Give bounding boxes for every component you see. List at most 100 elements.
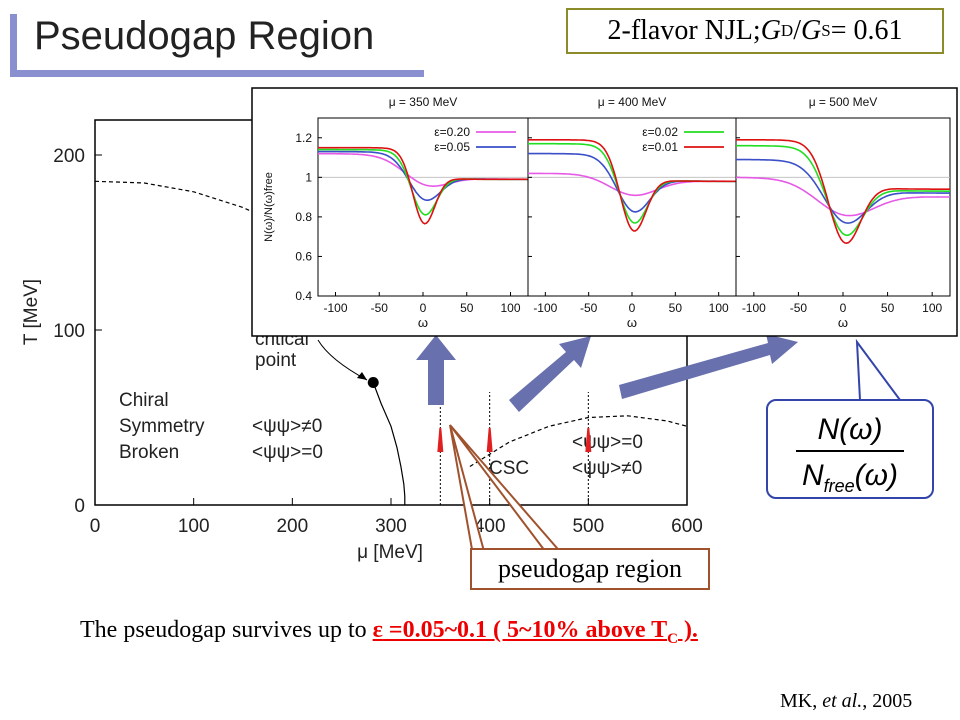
legend-label: ε=0.20 xyxy=(434,125,470,139)
spectral-curve xyxy=(736,139,950,245)
chiral-region-label: Broken xyxy=(119,442,179,463)
spectral-panel-title: μ = 350 MeV xyxy=(389,95,458,109)
csc-chiral-condensate-label: <ψψ>=0 xyxy=(572,432,643,453)
phase-ylabel: T [MeV] xyxy=(21,279,42,345)
phase-xtick-label: 200 xyxy=(276,516,308,537)
legend-label: ε=0.05 xyxy=(434,140,470,154)
title-accent-bar-vertical xyxy=(10,14,17,76)
diagonal-arrow-500 xyxy=(619,334,798,399)
phase-boundary-first-order xyxy=(372,382,406,505)
csc-diquark-condensate-label: <ψψ>≠0 xyxy=(572,458,642,479)
spectral-xtick-label: 50 xyxy=(881,301,895,315)
spectral-curve xyxy=(528,139,736,232)
phase-boundary-dashed xyxy=(469,415,688,468)
phase-ytick-label: 100 xyxy=(53,321,85,342)
model-g1: G xyxy=(760,15,781,46)
spectral-xtick-label: -50 xyxy=(790,301,808,315)
spectral-ylabel: N(ω)/N(ω)free xyxy=(263,172,275,242)
ratio-formula-box: N(ω) Nfree(ω) xyxy=(766,399,934,499)
spectral-xlabel: ω xyxy=(838,315,848,330)
spectral-xtick-label: -50 xyxy=(371,301,389,315)
spectral-xtick-label: -100 xyxy=(533,301,557,315)
spectral-panel-title: μ = 500 MeV xyxy=(809,95,878,109)
footer-hl-end: ). xyxy=(677,617,698,643)
spectral-curve xyxy=(736,176,950,217)
spectral-xtick-label: 50 xyxy=(460,301,474,315)
spectral-ytick-label: 0.6 xyxy=(295,249,312,263)
spectral-xtick-label: 0 xyxy=(840,301,847,315)
critical-point-marker xyxy=(367,377,379,388)
critical-point-pointer-head xyxy=(357,372,367,380)
chiral-condensate-label: <ψψ>≠0 xyxy=(252,416,322,437)
citation-year: , 2005 xyxy=(862,690,913,712)
critical-point-pointer xyxy=(317,339,368,381)
spectral-xlabel: ω xyxy=(627,315,637,330)
critical-point-label: point xyxy=(255,350,297,371)
phase-xtick-label: 600 xyxy=(671,516,703,537)
model-prefix: 2-flavor NJL; xyxy=(607,15,761,46)
model-slash: / xyxy=(793,15,801,46)
phase-xtick-label: 0 xyxy=(90,516,101,537)
spectral-xtick-label: 0 xyxy=(629,301,636,315)
phase-xtick-label: 400 xyxy=(474,516,506,537)
den-rest: (ω) xyxy=(855,459,898,492)
phase-xtick-label: 100 xyxy=(178,516,210,537)
phase-boundary-dashed xyxy=(94,180,362,280)
spectral-xtick-label: 50 xyxy=(669,301,683,315)
footer-hl-main: =0.05~0.1 ( 5~10% above T xyxy=(382,617,668,643)
phase-ytick-label: 200 xyxy=(53,146,85,167)
mu-marker-spike xyxy=(585,428,592,452)
diquark-condensate-label: <ψψ>=0 xyxy=(252,442,323,463)
footer-highlight: ε =0.05~0.1 ( 5~10% above TC ). xyxy=(372,617,698,647)
spectral-xtick-label: 100 xyxy=(500,301,520,315)
spectral-curve xyxy=(736,158,950,224)
spectral-xtick-label: 100 xyxy=(709,301,729,315)
slide-title: Pseudogap Region xyxy=(34,14,375,58)
spectral-inset-frame xyxy=(251,87,958,337)
spectral-panel: μ = 500 MeV -100 -50 0 50 100 ω xyxy=(735,95,951,330)
spectral-xtick-label: -50 xyxy=(580,301,598,315)
spectral-xtick-label: -100 xyxy=(742,301,766,315)
spectral-xtick-label: 100 xyxy=(922,301,942,315)
spectral-panel: μ = 350 MeV -100 -50 0 50 100 ω ε=0.20ε=0.05 xyxy=(317,95,529,330)
spectral-xlabel: ω xyxy=(418,315,428,330)
csc-region-label: CSC xyxy=(489,458,529,479)
footer-hl-sub: C xyxy=(667,630,678,647)
pseudogap-region-label: pseudogap region xyxy=(470,548,710,590)
diagonal-arrow-400 xyxy=(509,336,591,412)
spectral-ytick-label: 0.8 xyxy=(295,210,312,224)
legend-label: ε=0.02 xyxy=(642,125,678,139)
legend-label: ε=0.01 xyxy=(642,140,678,154)
citation-author: MK, xyxy=(780,690,823,712)
mu-marker-spike xyxy=(486,428,493,452)
formula-callout-pointer xyxy=(855,338,901,401)
footer-prefix: The pseudogap survives up to xyxy=(80,617,373,643)
citation-etal: et al. xyxy=(822,690,863,712)
phase-xtick-label: 300 xyxy=(375,516,407,537)
spectral-ytick-label: 1 xyxy=(305,170,312,184)
den-n: N xyxy=(802,459,824,492)
den-sub: free xyxy=(824,476,855,496)
phase-xtick-label: 500 xyxy=(572,516,604,537)
model-parameter-box: 2-flavor NJL; G D / G S = 0.61 xyxy=(566,8,944,54)
footer-eps: ε xyxy=(372,617,383,643)
chiral-region-label: Chiral xyxy=(119,390,169,411)
spectral-xtick-label: -100 xyxy=(323,301,347,315)
model-value: = 0.61 xyxy=(830,15,903,46)
mu-marker-spike xyxy=(437,428,444,452)
footer-statement: The pseudogap survives up to ε =0.05~0.1… xyxy=(80,617,698,648)
phase-xlabel: μ [MeV] xyxy=(357,542,423,563)
model-g2: G xyxy=(800,15,822,46)
model-g1-sub: D xyxy=(780,21,794,40)
ratio-formula: N(ω) Nfree(ω) xyxy=(796,413,904,496)
spectral-ytick-label: 1.2 xyxy=(295,131,312,145)
model-g2-sub: S xyxy=(821,21,831,40)
spectral-ytick-label: 0.4 xyxy=(295,289,312,303)
up-arrow-350 xyxy=(416,335,456,405)
citation: MK, et al., 2005 xyxy=(780,690,912,713)
title-accent-bar-horizontal xyxy=(10,70,424,77)
ratio-numerator: N(ω) xyxy=(817,413,882,446)
spectral-panel-title: μ = 400 MeV xyxy=(598,95,667,109)
chiral-region-label: Symmetry xyxy=(119,416,205,437)
